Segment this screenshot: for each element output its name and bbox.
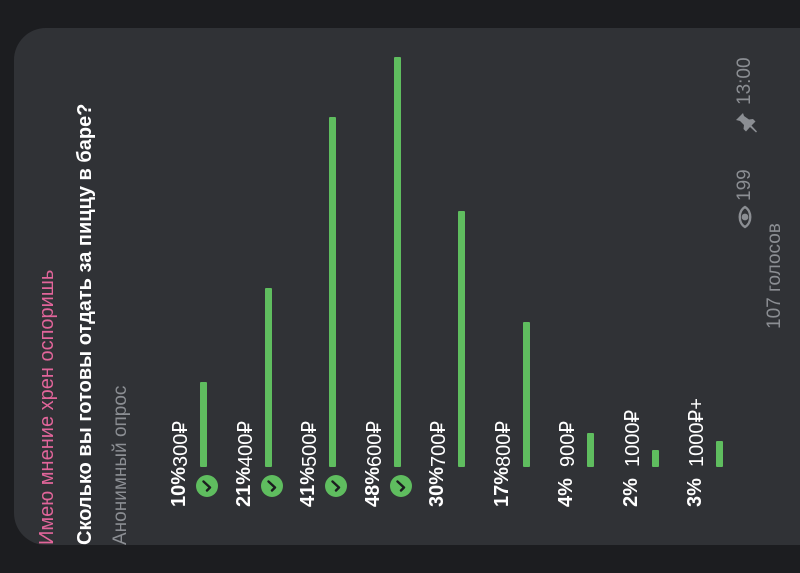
option-percent: 4% [555, 478, 577, 507]
check-icon [389, 475, 412, 497]
option-result-bar [200, 382, 207, 467]
message-time: 13:00 [734, 57, 755, 105]
views-value: 199 [734, 169, 755, 201]
option-percent: 48% [361, 466, 384, 507]
poll-option[interactable]: 10% 300₽ [164, 65, 224, 545]
option-result-bar [264, 288, 272, 467]
option-percent: 30% [426, 466, 448, 507]
channel-name[interactable]: Имею мнение хрен оспоришь [36, 269, 58, 545]
option-result-bar [393, 57, 401, 467]
option-label: 900₽ [557, 420, 579, 467]
option-label: 1000₽+ [686, 398, 708, 467]
poll-option[interactable]: 2% 1000₽ [616, 65, 676, 545]
option-result-bar [458, 211, 465, 467]
poll-type: Анонимный опрос [110, 385, 131, 545]
option-percent: 17% [490, 466, 513, 507]
option-result-bar [522, 322, 530, 467]
message-bubble: Имею мнение хрен оспоришь Сколько вы гот… [14, 28, 800, 545]
option-percent: 2% [619, 478, 642, 507]
option-label: 500₽ [299, 420, 321, 467]
pin-icon [736, 113, 757, 133]
poll-question: Сколько вы готовы отдать за пиццу в баре… [74, 103, 96, 545]
poll-option[interactable]: 30% 700₽ [422, 65, 482, 545]
option-label: 400₽ [234, 420, 257, 467]
poll-option[interactable]: 21% 400₽ [229, 65, 289, 545]
poll-option[interactable]: 4% 900₽ [551, 65, 611, 545]
option-label: 300₽ [170, 420, 192, 467]
poll-option[interactable]: 17% 800₽ [487, 65, 547, 545]
option-label: 800₽ [492, 420, 515, 467]
option-label: 700₽ [428, 420, 450, 467]
check-icon [325, 475, 347, 497]
poll-option[interactable]: 48% 600₽ [358, 57, 418, 545]
eye-icon [738, 205, 752, 229]
option-label: 600₽ [363, 420, 386, 467]
message-footer: 107 голосов 199 13:00 [732, 29, 792, 329]
total-votes[interactable]: 107 голосов [764, 223, 785, 329]
option-result-bar [587, 433, 594, 467]
check-icon [196, 475, 218, 497]
message-content: Имею мнение хрен оспоришь Сколько вы гот… [14, 28, 800, 545]
option-percent: 10% [168, 466, 190, 507]
option-result-bar [716, 441, 723, 467]
check-icon [260, 475, 283, 497]
option-result-bar [329, 117, 336, 467]
option-result-bar [651, 450, 659, 467]
option-percent: 41% [297, 466, 319, 507]
option-percent: 3% [684, 478, 706, 507]
poll-option[interactable]: 41% 500₽ [293, 65, 353, 545]
option-percent: 21% [232, 466, 255, 507]
poll-option[interactable]: 3% 1000₽+ [680, 65, 740, 545]
option-label: 1000₽ [621, 409, 644, 467]
